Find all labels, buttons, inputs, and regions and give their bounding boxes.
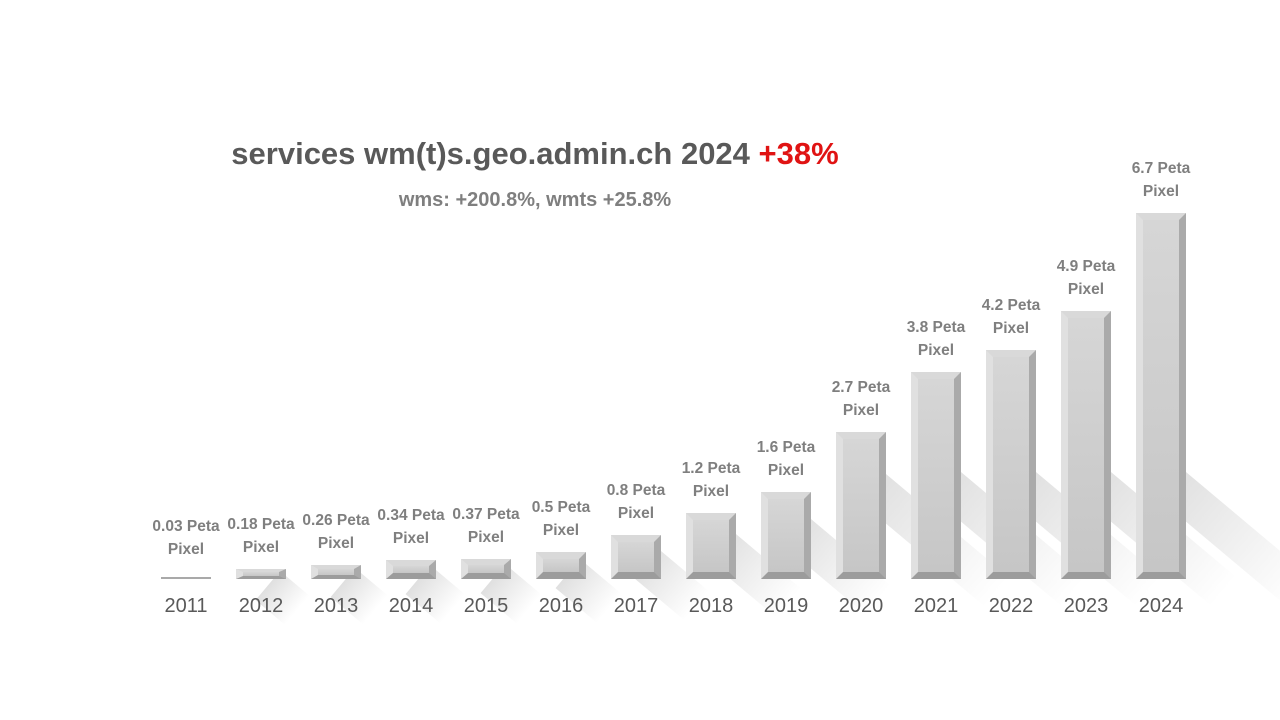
bar-value-label-line2: Pixel [842, 402, 880, 419]
x-axis-label-2020: 2020 [838, 595, 884, 617]
x-axis-label-2014: 2014 [388, 595, 434, 617]
bar-value-label-line1: 0.26 Peta [302, 512, 370, 529]
bar-value-label-2011: 0.03 Peta Pixel [134, 515, 238, 561]
bar-2013 [311, 565, 361, 579]
bar-value-label-line2: Pixel [1142, 183, 1180, 200]
bar-2020 [836, 432, 886, 579]
chart-title: services wm(t)s.geo.admin.ch 2024 +38% [75, 136, 995, 172]
bar-value-label-line2: Pixel [767, 462, 805, 479]
bar-value-label-line2: Pixel [317, 535, 355, 552]
bar-value-label-2016: 0.5 Peta Pixel [509, 496, 613, 542]
bar-value-label-line1: 1.2 Peta [681, 460, 741, 477]
bar-value-label-line2: Pixel [1067, 281, 1105, 298]
bar-value-label-line1: 2.7 Peta [831, 379, 891, 396]
bar-value-label-line2: Pixel [392, 530, 430, 547]
bar-2011 [161, 577, 211, 579]
bar-value-label-line1: 0.5 Peta [531, 499, 591, 516]
bar-value-label-line1: 0.18 Peta [227, 516, 295, 533]
x-axis-label-2017: 2017 [613, 595, 659, 617]
bar-value-label-line2: Pixel [242, 539, 280, 556]
x-axis-label-2018: 2018 [688, 595, 734, 617]
bar-value-label-line1: 0.37 Peta [452, 506, 520, 523]
bar-value-label-line1: 1.6 Peta [756, 439, 816, 456]
x-axis-label-2012: 2012 [238, 595, 284, 617]
bar-value-label-2018: 1.2 Peta Pixel [659, 457, 763, 503]
bar-2018 [686, 513, 736, 579]
bar-value-label-2024: 6.7 Peta Pixel [1109, 157, 1213, 203]
bar-2021 [911, 372, 961, 579]
chart-title-text: services wm(t)s.geo.admin.ch 2024 [231, 136, 759, 171]
bar-value-label-line2: Pixel [167, 541, 205, 558]
x-axis-label-2011: 2011 [164, 595, 208, 617]
bar-2023 [1061, 311, 1111, 579]
bar-value-label-line2: Pixel [617, 505, 655, 522]
bar-2016 [536, 552, 586, 579]
bar-2015 [461, 559, 511, 579]
x-axis-label-2024: 2024 [1138, 595, 1184, 617]
bar-value-label-2015: 0.37 Peta Pixel [434, 503, 538, 549]
x-axis-label-2023: 2023 [1063, 595, 1109, 617]
x-axis-label-2016: 2016 [538, 595, 584, 617]
bar-value-label-line1: 0.8 Peta [606, 482, 666, 499]
bar-value-label-line1: 4.2 Peta [981, 297, 1041, 314]
bar-value-label-line2: Pixel [992, 320, 1030, 337]
bar-value-label-line2: Pixel [467, 529, 505, 546]
bar-value-label-2017: 0.8 Peta Pixel [584, 479, 688, 525]
bar-value-label-2019: 1.6 Peta Pixel [734, 436, 838, 482]
bar-value-label-line1: 0.03 Peta [152, 518, 220, 535]
bar-value-label-2014: 0.34 Peta Pixel [359, 504, 463, 550]
bar-value-label-2020: 2.7 Peta Pixel [809, 376, 913, 422]
chart-subtitle: wms: +200.8%, wmts +25.8% [398, 189, 672, 211]
bar-value-label-line2: Pixel [917, 342, 955, 359]
bar-2024 [1136, 213, 1186, 579]
bar-value-label-line2: Pixel [542, 522, 580, 539]
bar-value-label-2012: 0.18 Peta Pixel [209, 513, 313, 559]
chart-title-growth: +38% [758, 136, 839, 171]
x-axis-label-2021: 2021 [913, 595, 959, 617]
x-axis-label-2019: 2019 [763, 595, 809, 617]
x-axis-label-2015: 2015 [463, 595, 509, 617]
bar-value-label-line1: 3.8 Peta [906, 319, 966, 336]
bar-value-label-line2: Pixel [692, 483, 730, 500]
bar-value-label-line1: 6.7 Peta [1131, 160, 1191, 177]
bar-value-label-2013: 0.26 Peta Pixel [284, 509, 388, 555]
bar-value-label-line1: 0.34 Peta [377, 507, 445, 524]
x-axis-label-2013: 2013 [313, 595, 359, 617]
x-axis-label-2022: 2022 [988, 595, 1034, 617]
bar-2017 [611, 535, 661, 579]
bar-2014 [386, 560, 436, 579]
bar-2019 [761, 492, 811, 579]
bar-value-label-2021: 3.8 Peta Pixel [884, 316, 988, 362]
bar-value-label-2023: 4.9 Peta Pixel [1034, 255, 1138, 301]
bar-2012 [236, 569, 286, 579]
bar-value-label-2022: 4.2 Peta Pixel [959, 294, 1063, 340]
bar-value-label-line1: 4.9 Peta [1056, 258, 1116, 275]
bar-2022 [986, 350, 1036, 579]
